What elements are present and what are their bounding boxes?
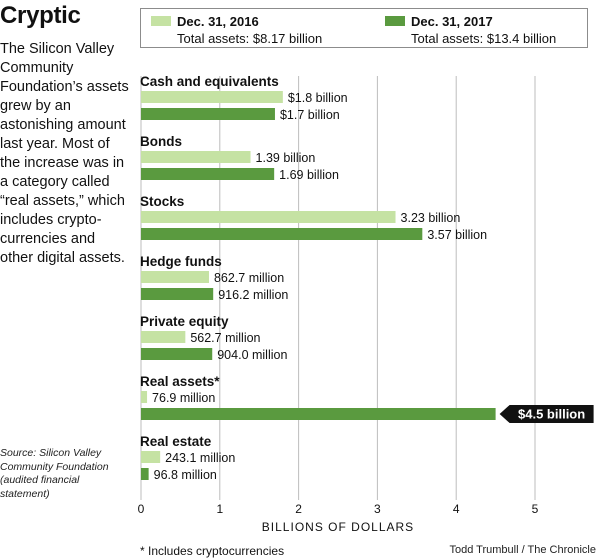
category-label: Stocks bbox=[140, 194, 184, 209]
legend: Dec. 31, 2016 Total assets: $8.17 billio… bbox=[140, 8, 588, 48]
bar bbox=[141, 451, 161, 463]
value-label: 3.23 billion bbox=[401, 211, 461, 225]
value-label: 1.69 billion bbox=[279, 168, 339, 182]
bar bbox=[141, 91, 283, 103]
value-label: 862.7 million bbox=[214, 271, 284, 285]
intro-text: The Silicon Valley Community Foundation’… bbox=[0, 41, 129, 266]
footnote: * Includes cryptocurrencies bbox=[140, 544, 285, 558]
value-label: 76.9 million bbox=[152, 391, 215, 405]
headline: Cryptic bbox=[0, 2, 81, 29]
legend-label-2016: Dec. 31, 2016 bbox=[177, 14, 259, 29]
category-label: Hedge funds bbox=[140, 254, 222, 269]
bar bbox=[141, 271, 209, 283]
category-label: Cash and equivalents bbox=[140, 74, 279, 89]
value-label: 3.57 billion bbox=[427, 228, 487, 242]
bar bbox=[141, 408, 496, 420]
bar bbox=[141, 468, 149, 480]
value-label: 243.1 million bbox=[165, 451, 235, 465]
category-label: Bonds bbox=[140, 134, 182, 149]
callout-box bbox=[499, 405, 594, 423]
x-tick-label: 0 bbox=[138, 502, 145, 516]
value-label: 1.39 billion bbox=[256, 151, 316, 165]
legend-item-2017: Dec. 31, 2017 Total assets: $13.4 billio… bbox=[385, 13, 556, 47]
bar bbox=[141, 228, 423, 240]
value-label: $1.8 billion bbox=[288, 91, 348, 105]
x-axis-title: BILLIONS OF DOLLARS bbox=[262, 520, 414, 534]
credit: Todd Trumbull / The Chronicle bbox=[449, 544, 596, 556]
legend-swatch-2016 bbox=[151, 16, 171, 26]
legend-total-2017: Total assets: $13.4 billion bbox=[411, 31, 557, 46]
bar bbox=[141, 151, 251, 163]
category-label: Real assets* bbox=[140, 374, 220, 389]
callout-label: $4.5 billion bbox=[518, 407, 585, 422]
legend-item-2016: Dec. 31, 2016 Total assets: $8.17 billio… bbox=[151, 13, 322, 47]
bar bbox=[141, 391, 148, 403]
legend-swatch-2017 bbox=[385, 16, 405, 26]
bar bbox=[141, 108, 275, 120]
x-tick-label: 5 bbox=[532, 502, 539, 516]
legend-total-2016: Total assets: $8.17 billion bbox=[177, 31, 323, 46]
value-label: 916.2 million bbox=[218, 288, 288, 302]
bar bbox=[141, 331, 186, 343]
bar bbox=[141, 348, 213, 360]
x-tick-label: 4 bbox=[453, 502, 460, 516]
bar bbox=[141, 168, 275, 180]
bar bbox=[141, 211, 396, 223]
value-label: 904.0 million bbox=[217, 348, 287, 362]
category-label: Private equity bbox=[140, 314, 229, 329]
x-tick-label: 2 bbox=[295, 502, 302, 516]
x-tick-label: 3 bbox=[374, 502, 381, 516]
value-label: 96.8 million bbox=[154, 468, 217, 482]
x-tick-label: 1 bbox=[216, 502, 223, 516]
value-label: 562.7 million bbox=[190, 331, 260, 345]
value-label: $1.7 billion bbox=[280, 108, 340, 122]
legend-label-2017: Dec. 31, 2017 bbox=[411, 14, 493, 29]
category-label: Real estate bbox=[140, 434, 212, 449]
source-note: Source: Silicon Valley Community Foundat… bbox=[0, 447, 109, 500]
bar bbox=[141, 288, 214, 300]
